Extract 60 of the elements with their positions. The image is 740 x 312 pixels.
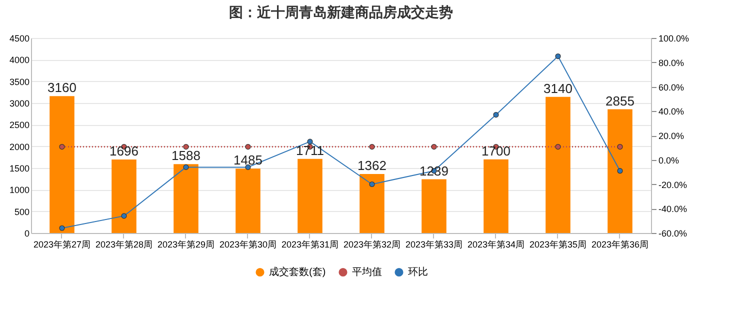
bar bbox=[298, 158, 322, 233]
data-label: 1485 bbox=[234, 152, 262, 168]
data-label: 1711 bbox=[296, 142, 324, 158]
x-tick-label: 2023年第29周 bbox=[157, 240, 215, 250]
x-tick-label: 2023年第34周 bbox=[467, 240, 525, 250]
bar bbox=[236, 168, 260, 233]
y2-tick-label: -20.0% bbox=[658, 180, 688, 190]
y-tick-label: 2000 bbox=[9, 142, 30, 152]
x-tick-label: 2023年第30周 bbox=[219, 240, 277, 250]
data-label: 1588 bbox=[172, 148, 200, 164]
point bbox=[59, 225, 65, 231]
bar bbox=[422, 179, 446, 233]
y2-tick-label: 20.0% bbox=[658, 131, 684, 141]
point bbox=[493, 112, 499, 118]
data-label: 1362 bbox=[358, 158, 386, 173]
y-tick-label: 0 bbox=[24, 228, 30, 238]
x-tick-label: 2023年第28周 bbox=[95, 240, 153, 250]
data-label: 1700 bbox=[482, 143, 510, 158]
point bbox=[183, 164, 189, 170]
y-tick-label: 1500 bbox=[9, 164, 30, 174]
y-tick-label: 3500 bbox=[9, 76, 30, 87]
bar bbox=[50, 96, 74, 233]
legend-label: 环比 bbox=[408, 266, 428, 278]
y2-tick-label: -60.0% bbox=[658, 228, 688, 238]
bar bbox=[484, 159, 508, 233]
x-tick-label: 2023年第33周 bbox=[405, 240, 463, 250]
x-tick-label: 2023年第35周 bbox=[529, 240, 587, 250]
point bbox=[307, 138, 313, 144]
y2-tick-label: 100.0% bbox=[658, 34, 690, 44]
data-label: 3160 bbox=[48, 80, 76, 96]
bar bbox=[360, 174, 384, 233]
point bbox=[617, 168, 623, 174]
bar bbox=[112, 160, 136, 233]
point bbox=[121, 213, 127, 219]
chart-title: 图：近十周青岛新建商品房成交走势 bbox=[229, 4, 453, 20]
y-tick-label: 4000 bbox=[9, 55, 30, 66]
y2-tick-label: -40.0% bbox=[658, 204, 688, 214]
point bbox=[369, 181, 375, 188]
y2-tick-label: 60.0% bbox=[658, 82, 684, 92]
legend-label: 成交套数(套) bbox=[269, 266, 326, 278]
y2-tick-label: 0.0% bbox=[658, 155, 680, 166]
x-tick-label: 2023年第31周 bbox=[281, 240, 339, 250]
y-tick-label: 4500 bbox=[9, 34, 30, 44]
y-tick-label: 500 bbox=[14, 206, 30, 217]
bar bbox=[546, 96, 570, 233]
x-tick-label: 2023年第27周 bbox=[33, 240, 91, 250]
bar bbox=[174, 164, 198, 233]
y2-tick-label: 80.0% bbox=[658, 58, 684, 68]
data-label: 2855 bbox=[606, 93, 634, 108]
point bbox=[555, 53, 561, 60]
y2-tick-label: 40.0% bbox=[658, 106, 684, 117]
bar bbox=[608, 109, 632, 233]
y-tick-label: 2500 bbox=[9, 120, 30, 130]
x-tick-label: 2023年第32周 bbox=[343, 240, 401, 250]
data-label: 1696 bbox=[110, 144, 138, 159]
data-label: 3140 bbox=[544, 80, 572, 96]
y-tick-label: 1000 bbox=[9, 185, 30, 196]
y-tick-label: 3000 bbox=[9, 98, 30, 108]
x-tick-label: 2023年第36周 bbox=[591, 240, 649, 250]
legend-label: 平均值 bbox=[352, 266, 382, 278]
